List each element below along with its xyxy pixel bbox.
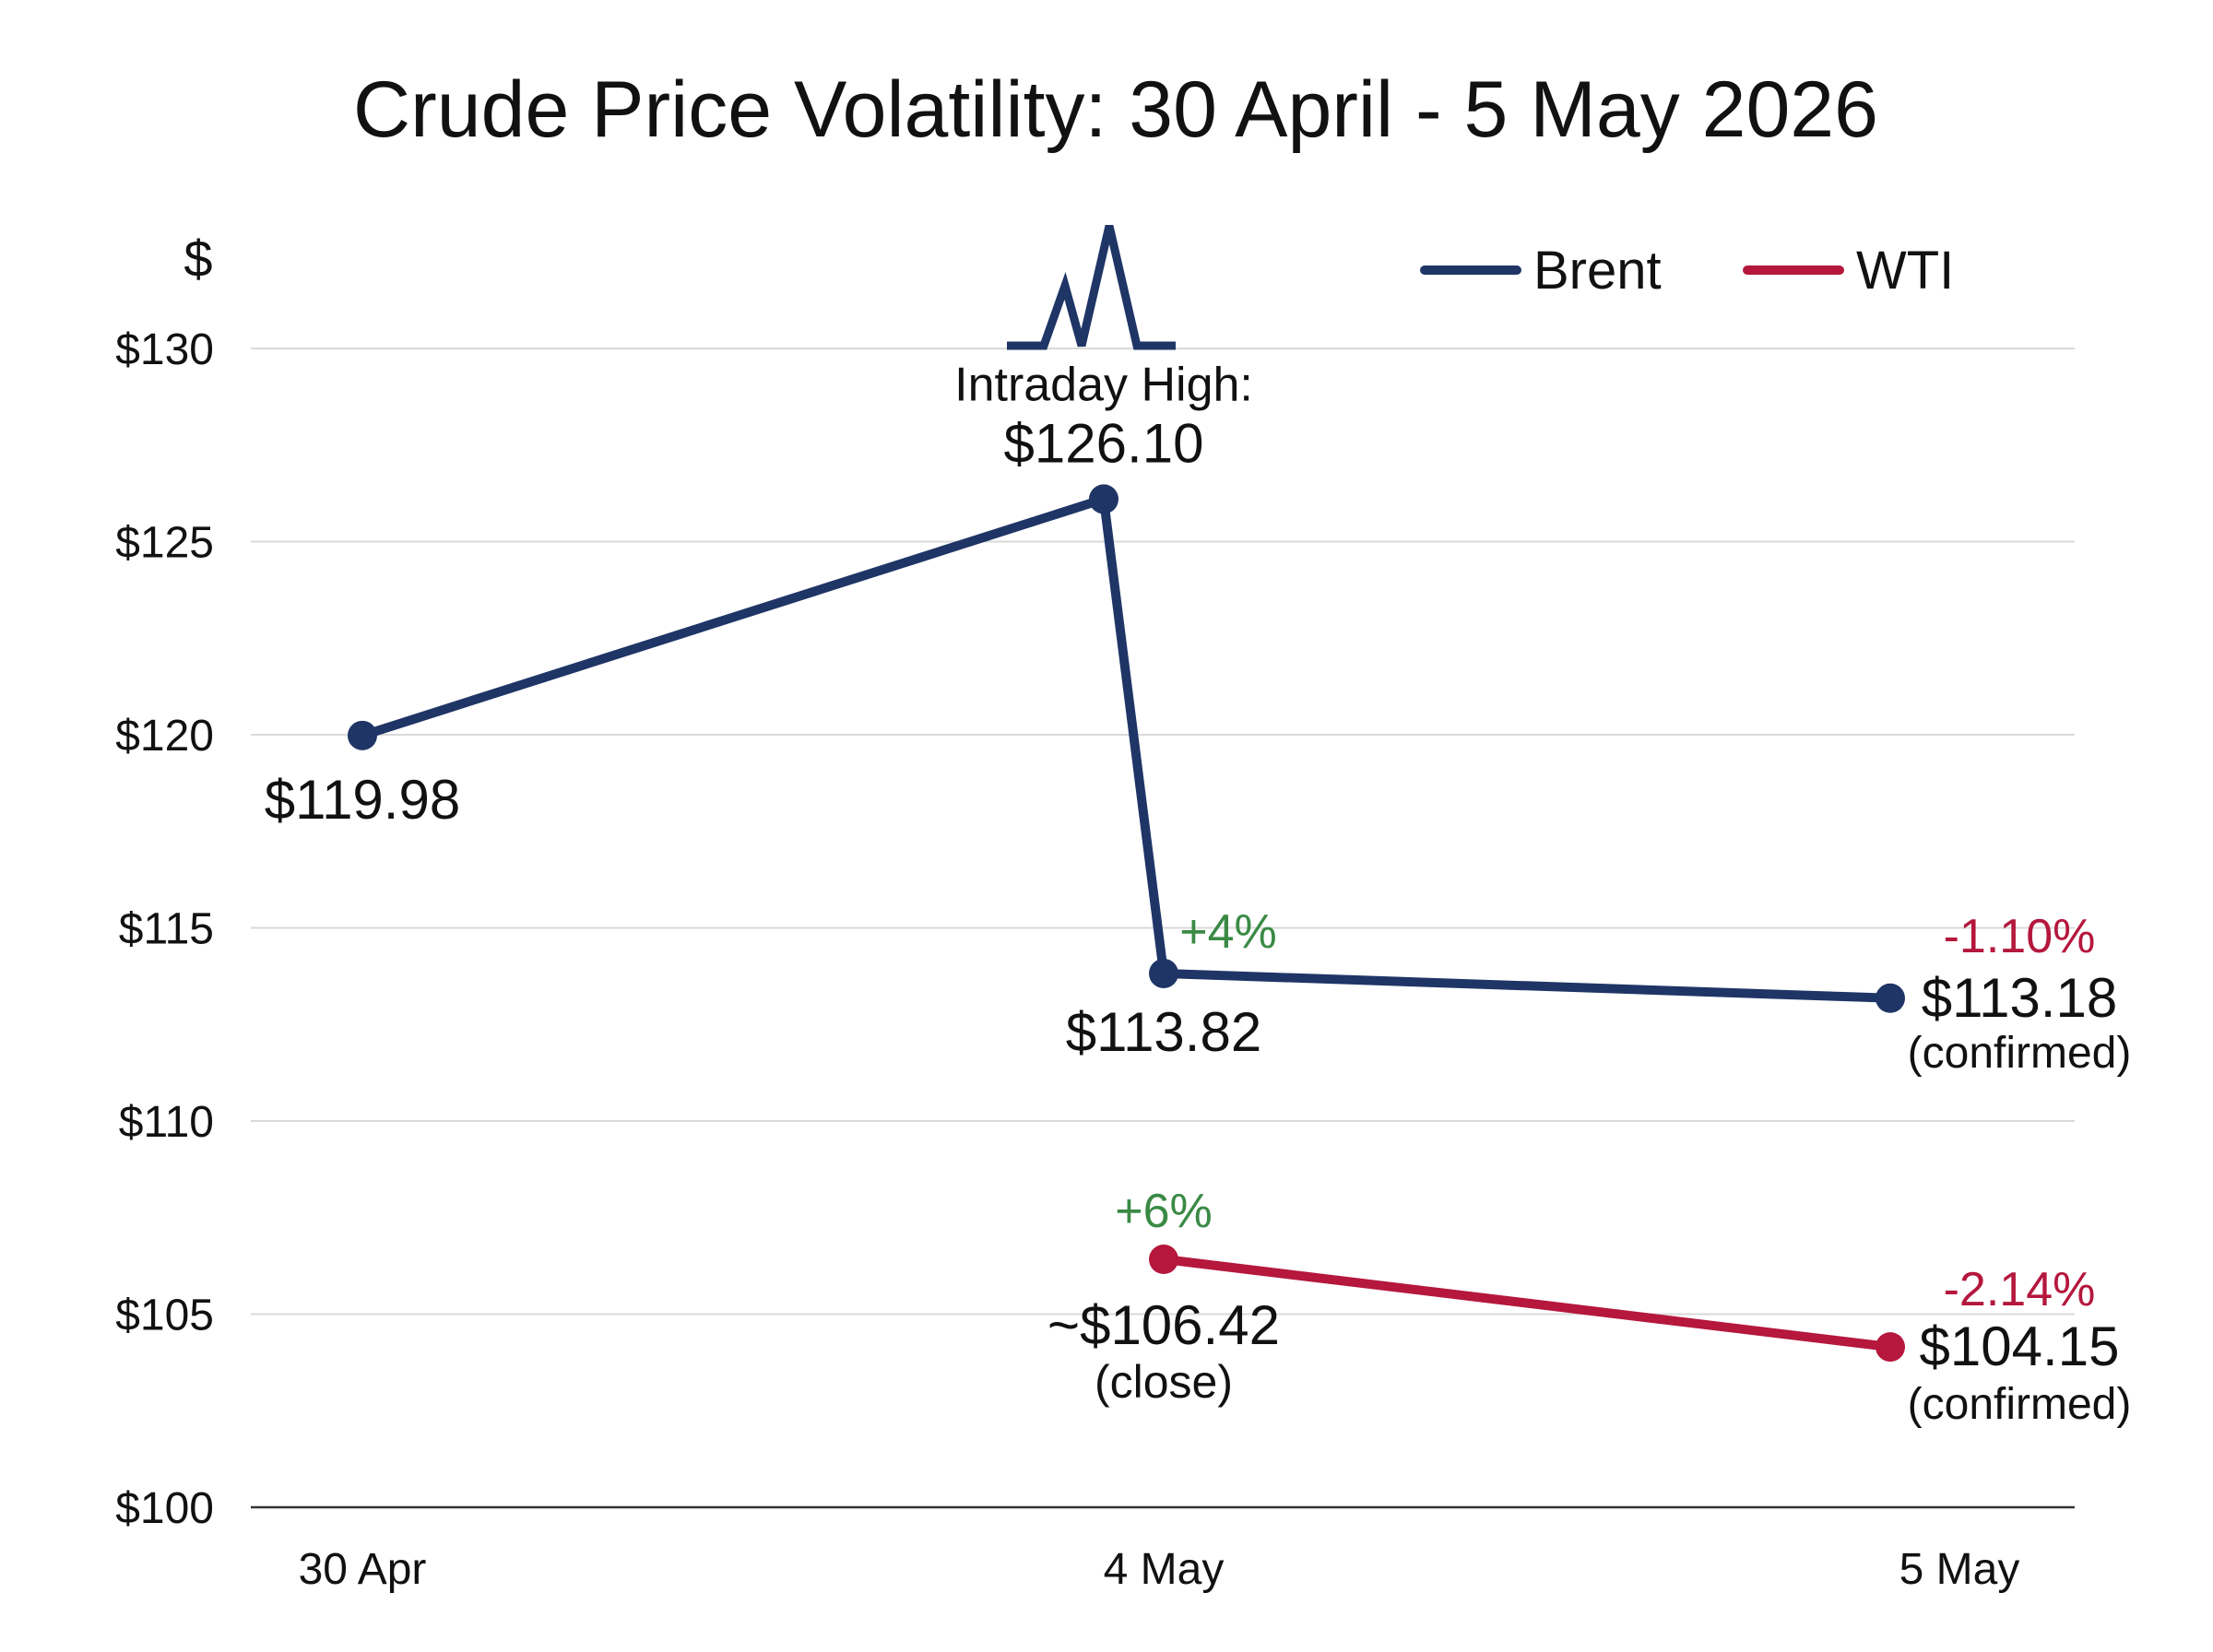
x-tick-label: 4 May bbox=[1104, 1545, 1225, 1594]
data-labels: $119.98 Intraday High:$126.10 $113.82 +4% -1… bbox=[265, 358, 2132, 1429]
brent-point bbox=[1876, 983, 1905, 1013]
legend-label: Brent bbox=[1533, 241, 1662, 301]
y-tick-label: $110 bbox=[119, 1098, 214, 1147]
y-tick-label: $130 bbox=[115, 325, 214, 374]
axes: $100 $105 $110 $115 $120 $125 $130 $30 Apr 4 May… bbox=[115, 230, 2075, 1594]
y-tick-label: $115 bbox=[119, 905, 214, 954]
brent-line bbox=[358, 494, 1895, 1003]
brent-note-label: Intraday High: bbox=[954, 358, 1253, 411]
wti-change-label: -2.14% bbox=[1944, 1263, 2096, 1316]
chart-title: Crude Price Volatility: 30 April - 5 May… bbox=[353, 65, 1878, 154]
gridlines bbox=[251, 348, 2075, 1316]
brent-change-label: +4% bbox=[1179, 905, 1277, 959]
brent-value-label: $113.18 bbox=[1922, 967, 2117, 1029]
x-tick-label: 30 Apr bbox=[299, 1545, 427, 1594]
y-tick-label: $120 bbox=[115, 712, 214, 761]
wti-note-label: (close) bbox=[1095, 1356, 1233, 1408]
y-tick-label: $125 bbox=[115, 519, 214, 568]
wti-value-label: $104.15 bbox=[1920, 1316, 2120, 1377]
wti-point bbox=[1149, 1245, 1178, 1275]
brent-point bbox=[1149, 958, 1178, 988]
x-tick-label: 5 May bbox=[1899, 1545, 2020, 1594]
y-tick-label: $105 bbox=[115, 1292, 214, 1340]
legend-label: WTI bbox=[1856, 241, 1954, 301]
spike-icon bbox=[1007, 224, 1176, 350]
brent-value-label: $126.10 bbox=[1004, 412, 1204, 474]
brent-point bbox=[348, 720, 377, 750]
wti-point bbox=[1876, 1332, 1905, 1363]
wti-change-label: +6% bbox=[1115, 1185, 1213, 1238]
wti-line bbox=[1159, 1255, 1895, 1352]
y-axis-label: $ bbox=[183, 230, 212, 288]
wti-value-label: ~$106.42 bbox=[1047, 1294, 1280, 1356]
legend: Brent WTI bbox=[1420, 241, 1954, 301]
wti-note-label: (confirmed) bbox=[1908, 1380, 2132, 1429]
series bbox=[348, 484, 1905, 1363]
brent-note-label: (confirmed) bbox=[1908, 1029, 2132, 1078]
y-tick-label: $100 bbox=[115, 1484, 214, 1533]
brent-value-label: $113.82 bbox=[1066, 1001, 1261, 1063]
brent-value-label: $119.98 bbox=[265, 769, 460, 831]
brent-point bbox=[1089, 484, 1118, 514]
brent-change-label: -1.10% bbox=[1944, 910, 2096, 963]
